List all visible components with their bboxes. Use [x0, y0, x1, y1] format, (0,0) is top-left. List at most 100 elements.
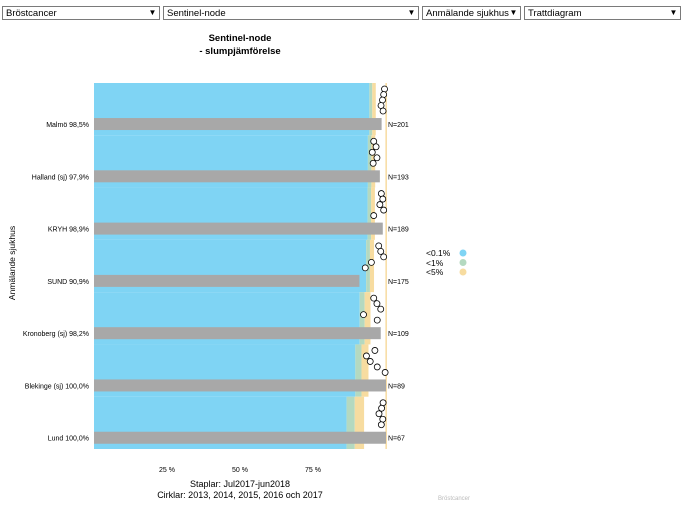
band-5-segment [364, 292, 371, 345]
legend-label-1: <1% [426, 258, 444, 268]
history-circle [375, 410, 383, 418]
history-circle [380, 206, 388, 214]
dropdown-chart-type[interactable]: Trattdiagram ▼ [524, 6, 681, 20]
bar [94, 274, 360, 287]
history-circle [369, 159, 377, 167]
n-label: N=175 [388, 279, 409, 286]
history-circle [368, 148, 376, 156]
funnel-bands [94, 83, 387, 449]
n-label: N=189 [388, 227, 409, 234]
history-circle [370, 212, 378, 219]
n-label: N=109 [388, 331, 409, 338]
dropdown-diagnosis-value: Bröstcancer [6, 8, 57, 19]
history-circle [372, 143, 380, 151]
chevron-down-icon: ▼ [407, 8, 416, 17]
band-1-segment [367, 187, 372, 240]
bar [94, 118, 382, 131]
category-label: Halland (sj) 97,9% [32, 174, 89, 181]
history-circle [379, 107, 387, 115]
history-circle [377, 102, 385, 109]
bar [94, 379, 386, 392]
history-circle [377, 190, 385, 197]
bar [94, 170, 380, 183]
history-circle [379, 399, 387, 407]
category-label: KRYH 98,9% [48, 227, 89, 234]
category-label: Kronoberg (sj) 98,2% [23, 331, 89, 338]
band-1-segment [346, 396, 355, 449]
x-tick-label: 50 % [232, 467, 248, 474]
history-circle [371, 347, 379, 354]
x-caption-line2: Cirklar: 2013, 2014, 2015, 2016 och 2017 [157, 490, 323, 500]
category-label: Blekinge (sj) 100,0% [25, 383, 89, 390]
n-label: N=193 [388, 174, 409, 181]
history-circle [360, 311, 367, 319]
category-labels: Malmö 98,5% Halland (sj) 97,9% KRYH 98,9% S… [23, 122, 89, 443]
history-circle [367, 258, 375, 266]
band-1-segment [367, 135, 372, 188]
legend-label-5: <5% [426, 267, 444, 277]
history-circle [373, 316, 381, 324]
history-circle [363, 352, 370, 360]
chevron-down-icon: ▼ [148, 8, 157, 17]
history-circle [377, 305, 385, 313]
chart-title-line2: - slumpjämförelse [199, 46, 281, 57]
history-circle [361, 264, 369, 272]
band-1-segment [359, 292, 365, 345]
history-circle [377, 421, 385, 429]
dropdown-grouping[interactable]: Anmälande sjukhus ▼ [422, 6, 521, 20]
history-circle [373, 363, 381, 371]
upper-limit-line [385, 83, 387, 449]
x-tick-label: 25 % [159, 467, 175, 474]
dropdown-diagnosis[interactable]: Bröstcancer ▼ [2, 6, 160, 20]
history-circle [379, 195, 387, 203]
history-circle [378, 404, 386, 412]
history-circle [377, 247, 385, 255]
n-label: N=201 [388, 122, 409, 129]
legend [459, 249, 467, 276]
history-circle [381, 369, 389, 376]
history-circle [375, 242, 383, 250]
chevron-down-icon: ▼ [669, 8, 678, 17]
band-5-segment [361, 344, 369, 397]
history-circle [379, 415, 387, 423]
history-circle [376, 201, 384, 208]
history-circle [379, 96, 386, 104]
band-1-segment [369, 83, 373, 136]
history-circle [381, 85, 388, 93]
history-circle [380, 91, 388, 98]
history-circle [373, 154, 381, 162]
dropdown-indicator[interactable]: Sentinel-node ▼ [163, 6, 419, 20]
band-5-segment [354, 396, 365, 449]
history-circles [360, 85, 389, 429]
history-circle [366, 358, 374, 365]
category-label: Lund 100,0% [48, 436, 89, 443]
category-label: SUND 90,9% [47, 279, 89, 286]
band-5-segment [372, 83, 376, 136]
band-5-segment [369, 239, 375, 293]
n-label: N=89 [388, 383, 405, 390]
legend-swatch [459, 268, 467, 276]
band-1-segment [355, 344, 362, 397]
dropdown-grouping-value: Anmälande sjukhus [426, 8, 509, 19]
dropdown-chart-type-value: Trattdiagram [528, 8, 582, 19]
footer-watermark: Bröstcancer [438, 496, 471, 502]
chart-title-line1: Sentinel-node [208, 33, 272, 44]
x-tick-label: 75 % [305, 467, 321, 474]
category-label: Malmö 98,5% [46, 122, 89, 129]
bar [94, 222, 383, 235]
history-circle [373, 300, 381, 308]
n-labels: N=201 N=193 N=189 N=175 N=109 N=89 N=67 [388, 122, 409, 443]
history-circle [370, 294, 378, 302]
bars [94, 118, 386, 444]
x-caption-line1: Staplar: Jul2017-jun2018 [189, 479, 291, 489]
bar [94, 431, 386, 444]
dropdown-indicator-value: Sentinel-node [167, 8, 226, 19]
x-ticks: 25 % 50 % 75 % [159, 467, 321, 474]
legend-label-01: <0.1% [426, 248, 451, 258]
legend-swatch [459, 249, 467, 257]
legend-swatch [459, 259, 467, 266]
history-circle [380, 253, 388, 261]
n-label: N=67 [388, 436, 405, 443]
history-circle [370, 137, 378, 145]
